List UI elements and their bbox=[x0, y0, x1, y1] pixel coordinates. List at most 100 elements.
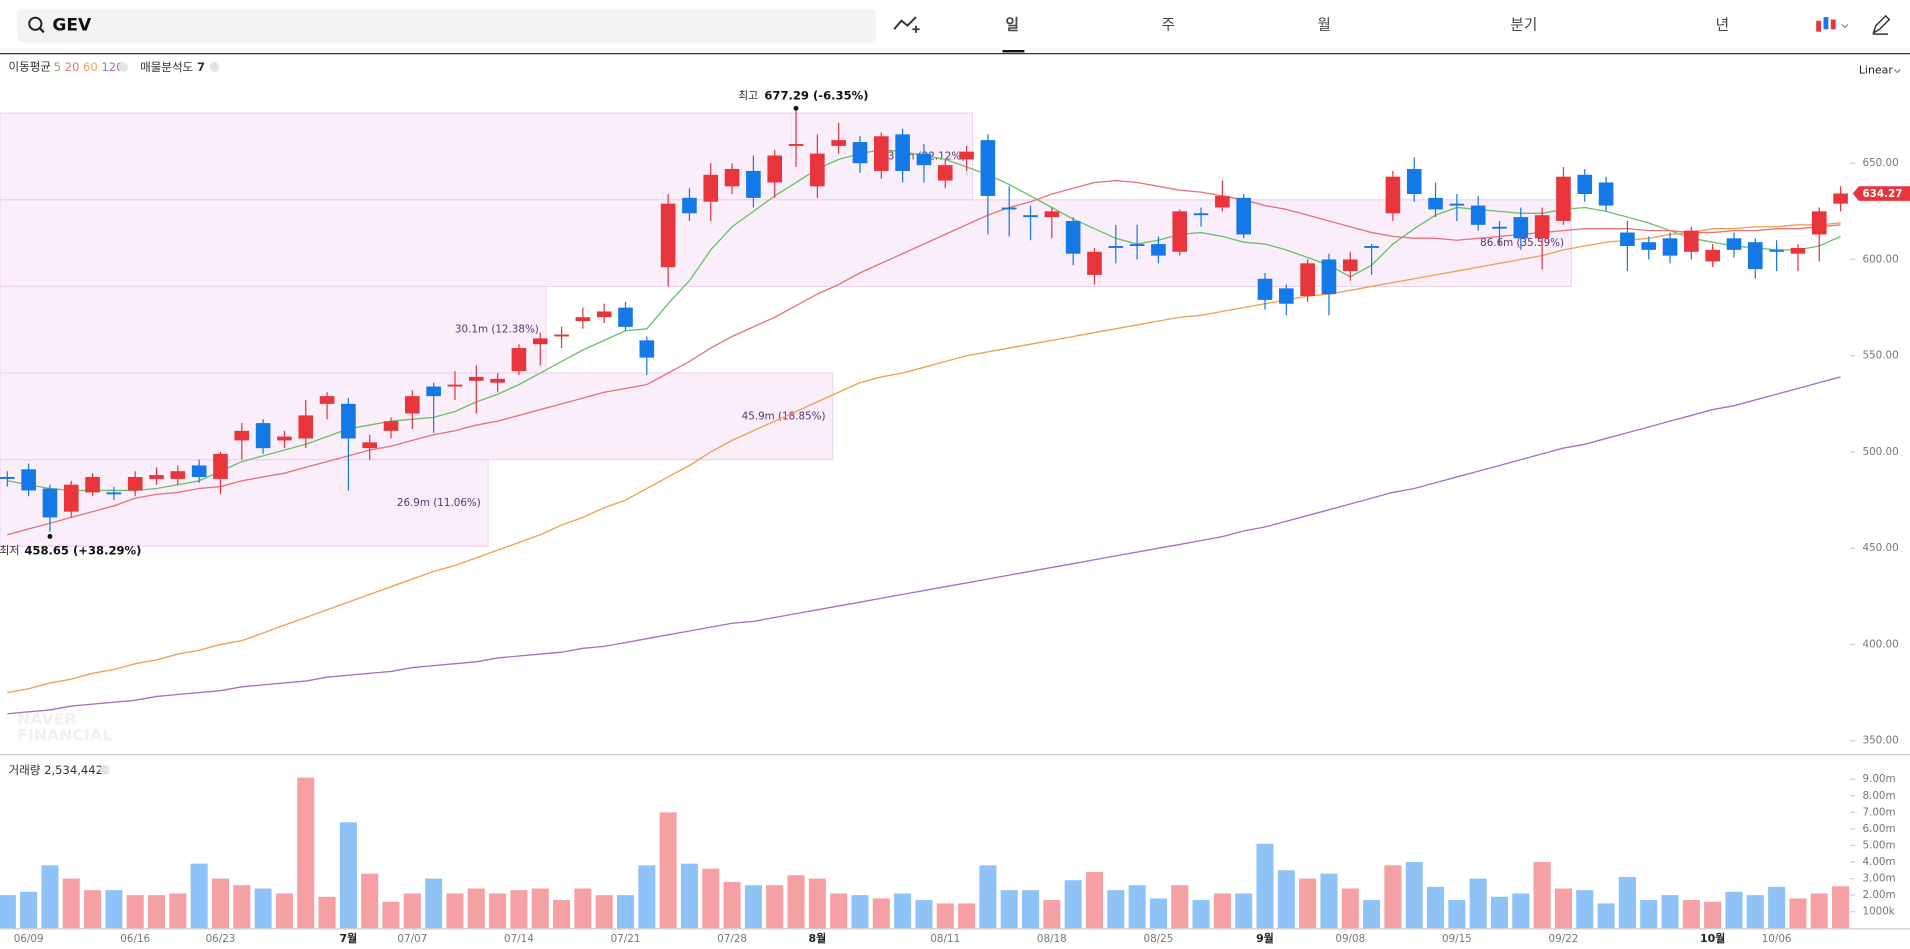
x-tick-label: 09/08 bbox=[1335, 933, 1365, 945]
tab[interactable]: 주 bbox=[1161, 17, 1174, 34]
candle-body bbox=[63, 484, 79, 512]
volume-bar bbox=[894, 893, 912, 929]
x-tick-label: 06/23 bbox=[206, 933, 236, 945]
ma-legend-item: 120 bbox=[101, 60, 123, 74]
scale-mode[interactable]: Linear bbox=[1859, 64, 1894, 77]
pencil-icon[interactable] bbox=[1872, 14, 1891, 35]
search-box[interactable] bbox=[17, 8, 876, 43]
candle-body bbox=[596, 311, 612, 318]
volume-bar bbox=[1682, 900, 1700, 929]
x-tick-label: 10/06 bbox=[1762, 933, 1792, 945]
candle-body bbox=[1513, 217, 1529, 239]
candle-body bbox=[234, 430, 250, 441]
close-icon[interactable] bbox=[209, 62, 220, 72]
volume-bar bbox=[553, 900, 571, 929]
y-tick-label: 1000k bbox=[1862, 906, 1894, 918]
candle-body bbox=[1769, 249, 1784, 252]
volume-bar bbox=[1810, 893, 1828, 929]
candle-body bbox=[810, 153, 825, 187]
volume-bar bbox=[105, 890, 123, 929]
candle-body bbox=[1364, 246, 1379, 248]
volume-bar bbox=[339, 822, 357, 929]
volume-bar bbox=[1235, 893, 1253, 929]
candle-body bbox=[1726, 238, 1742, 250]
volume-current: 2,534,442 bbox=[44, 762, 103, 776]
candle-body bbox=[1065, 220, 1081, 254]
volume-bar bbox=[148, 895, 166, 929]
tab[interactable]: 년 bbox=[1716, 17, 1729, 34]
candle-body bbox=[149, 475, 164, 479]
candle-body bbox=[1449, 203, 1465, 206]
volume-bar bbox=[41, 865, 59, 929]
volume-bar bbox=[1320, 873, 1338, 929]
volume-bar bbox=[1597, 903, 1615, 929]
candle-body bbox=[1193, 213, 1209, 216]
volume-bar bbox=[84, 890, 102, 929]
x-tick-label: 07/07 bbox=[397, 933, 427, 945]
y-tick-label: 450.00 bbox=[1862, 542, 1898, 554]
candle-body bbox=[1342, 259, 1358, 272]
x-tick-label: 10월 bbox=[1700, 931, 1725, 945]
volume-bar bbox=[830, 893, 848, 929]
candle-body bbox=[319, 396, 335, 404]
profile-band bbox=[0, 372, 834, 461]
watermark: NAVER bbox=[17, 709, 77, 728]
close-icon[interactable] bbox=[118, 62, 128, 72]
y-tick-label: 5.00m bbox=[1862, 839, 1895, 851]
volume-bar bbox=[1469, 878, 1487, 929]
chart-type-icon[interactable] bbox=[1816, 17, 1849, 32]
x-tick-label: 08/25 bbox=[1144, 933, 1174, 945]
volume-bar bbox=[1512, 893, 1530, 929]
icon-part bbox=[1830, 19, 1836, 30]
volume-bar bbox=[851, 895, 869, 929]
volume-bar bbox=[1064, 880, 1082, 929]
candle-body bbox=[895, 134, 910, 171]
candle-body bbox=[1790, 247, 1806, 254]
volume-bar bbox=[467, 888, 485, 929]
candle-body bbox=[341, 403, 356, 439]
volume-bar bbox=[616, 895, 635, 929]
candle-body bbox=[170, 471, 186, 479]
volume-bar bbox=[872, 898, 890, 929]
close-icon[interactable] bbox=[99, 765, 110, 775]
volume-bar bbox=[446, 893, 464, 929]
indicator-icon[interactable] bbox=[893, 16, 917, 30]
profile-count: 7 bbox=[197, 60, 205, 74]
y-tick-label: 650.00 bbox=[1862, 157, 1898, 169]
volume-bar bbox=[702, 868, 720, 929]
volume-bar bbox=[126, 895, 144, 929]
candle-body bbox=[1236, 197, 1252, 235]
volume-bar bbox=[723, 881, 741, 929]
candle-body bbox=[213, 453, 228, 479]
candle-body bbox=[191, 465, 207, 477]
high-marker bbox=[793, 105, 799, 111]
volume-bar bbox=[1661, 895, 1679, 929]
volume-bar bbox=[659, 812, 677, 929]
tab[interactable]: 일 bbox=[1006, 17, 1019, 34]
candle-body bbox=[767, 155, 783, 183]
low-value: 458.65 (+38.29%) bbox=[24, 544, 141, 558]
candle-body bbox=[980, 140, 996, 196]
candle-body bbox=[1598, 182, 1614, 206]
volume-bar bbox=[20, 891, 38, 929]
y-tick-label: 350.00 bbox=[1862, 735, 1898, 747]
volume-bar bbox=[1021, 890, 1040, 929]
volume-bar bbox=[361, 873, 379, 929]
candle-body bbox=[1151, 244, 1166, 256]
volume-bar bbox=[1554, 888, 1572, 929]
tab[interactable]: 월 bbox=[1317, 17, 1330, 34]
candle-body bbox=[1172, 211, 1188, 252]
volume-bar bbox=[808, 878, 826, 929]
volume-bar bbox=[595, 895, 613, 929]
y-tick-label: 8.00m bbox=[1862, 790, 1895, 802]
volume-bar bbox=[1213, 893, 1231, 929]
candle-body bbox=[554, 334, 569, 337]
volume-bar bbox=[1576, 890, 1594, 929]
volume-bar bbox=[979, 865, 997, 929]
x-tick-label: 7월 bbox=[340, 931, 358, 945]
x-tick-label: 09/22 bbox=[1549, 933, 1579, 945]
tab[interactable]: 분기 bbox=[1510, 17, 1537, 34]
search-text[interactable]: GEV bbox=[52, 16, 92, 36]
volume-bar bbox=[1640, 900, 1658, 929]
